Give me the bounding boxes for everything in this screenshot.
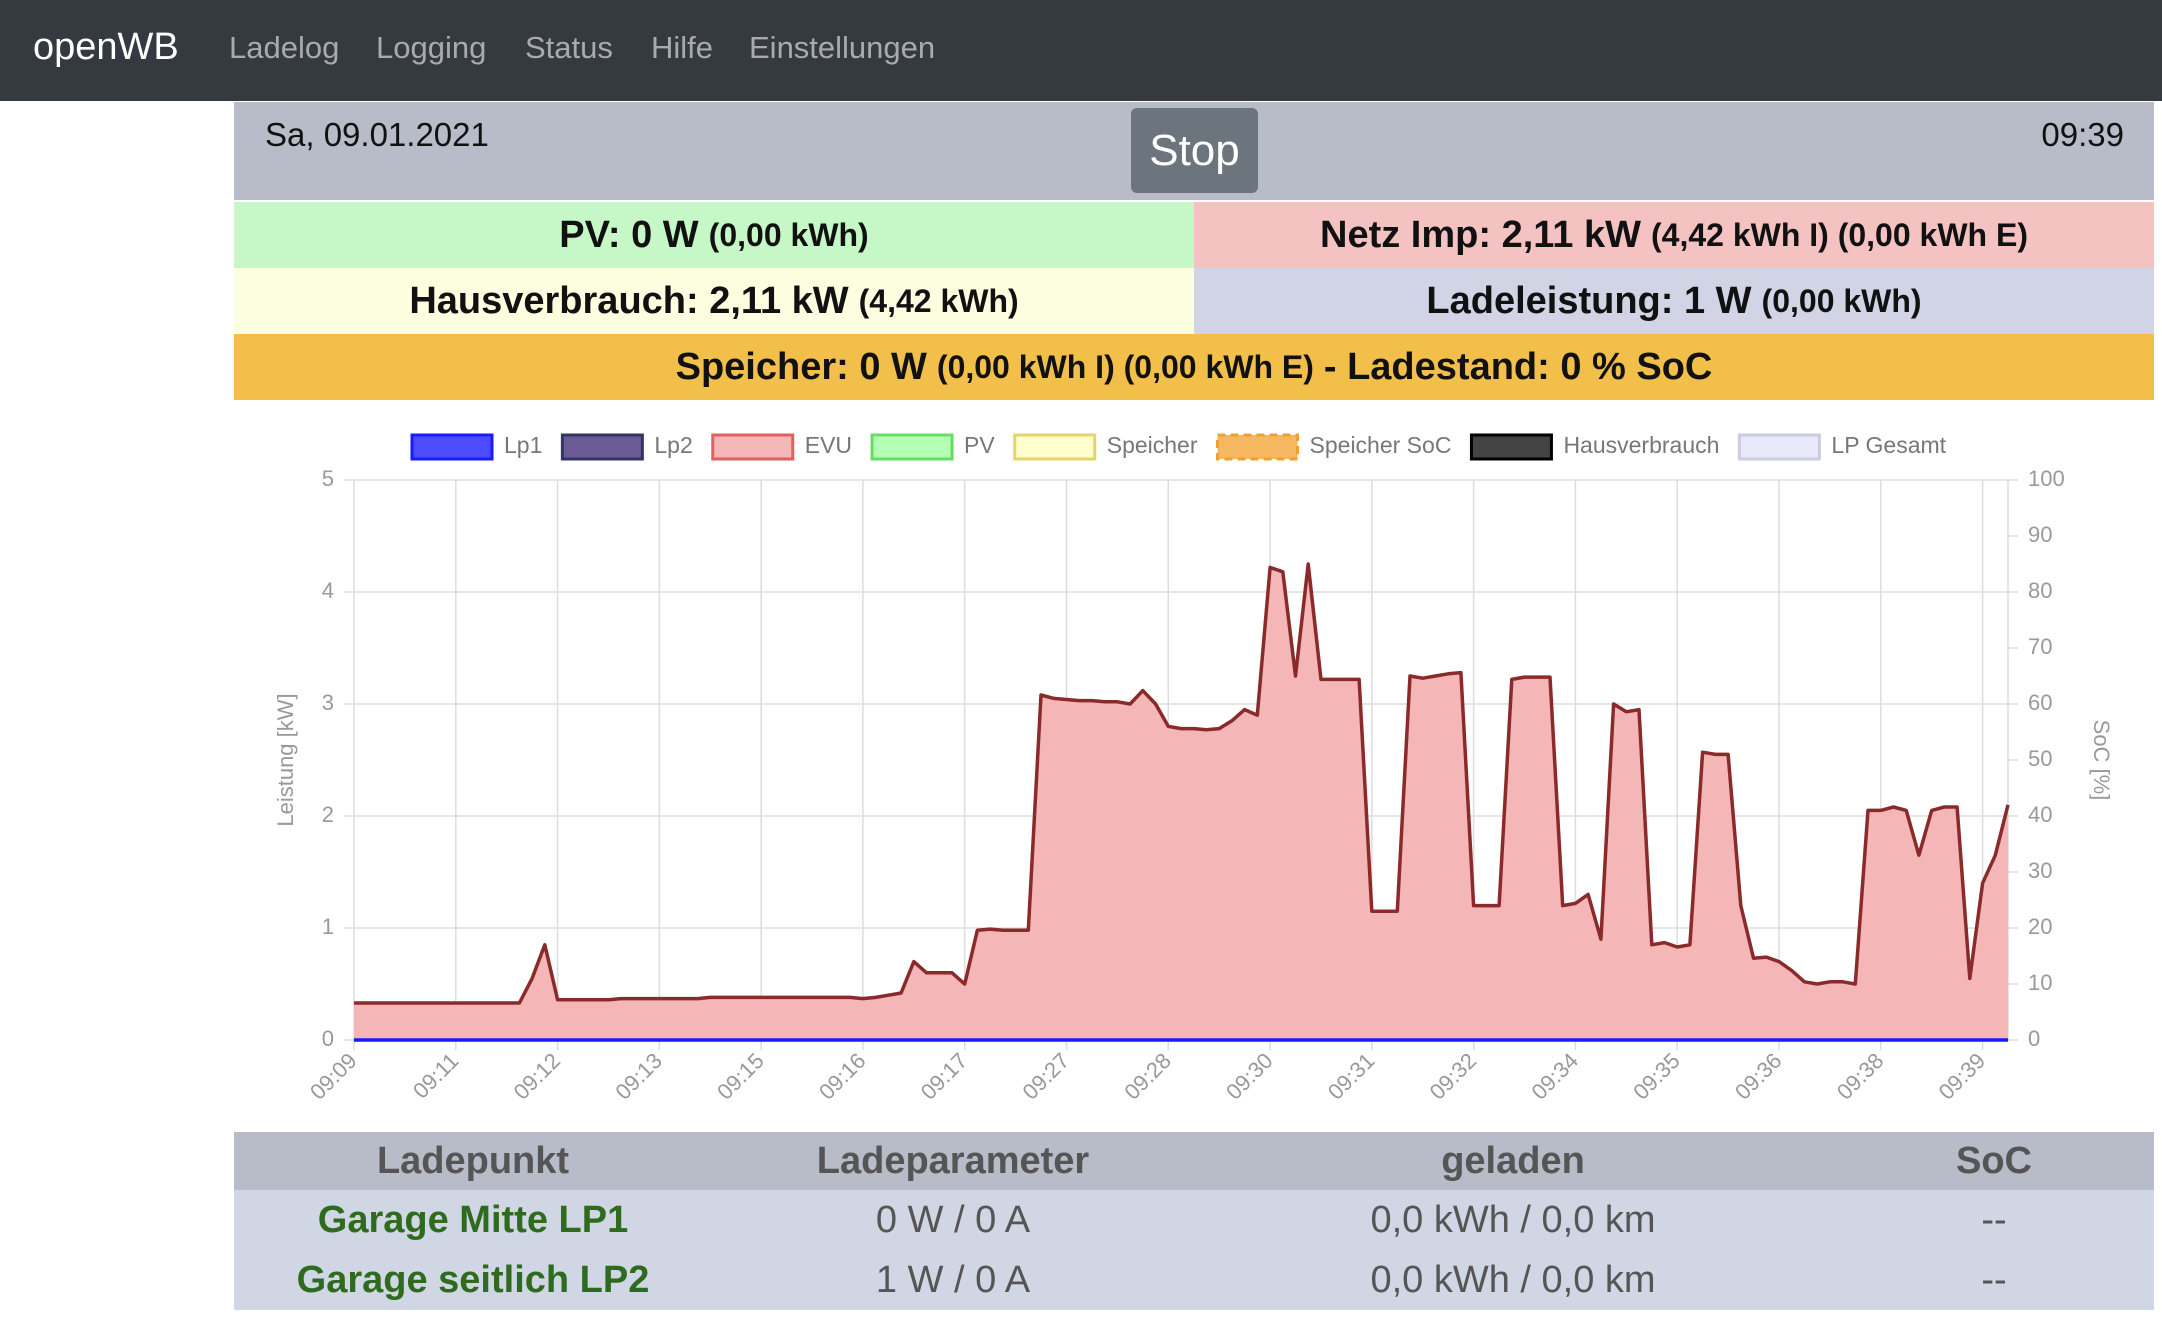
x-tick-label: 09:34 xyxy=(1526,1048,1583,1105)
detail: (0,00 kWh) xyxy=(708,216,869,253)
y-tick-label: 3 xyxy=(322,690,334,715)
x-tick-label: 09:39 xyxy=(1934,1048,1991,1105)
y2-axis-title: SoC [%] xyxy=(2089,720,2114,801)
x-tick-label: 09:09 xyxy=(305,1048,362,1105)
legend-label: PV xyxy=(964,432,995,458)
soc: - Ladestand: 0 % SoC xyxy=(1323,345,1713,388)
pv-cell: PV: 0 W (0,00 kWh) xyxy=(234,202,1194,268)
x-tick-label: 09:17 xyxy=(916,1048,973,1105)
legend-swatch xyxy=(1013,433,1097,461)
th: Ladepunkt xyxy=(376,1139,570,1182)
x-tick-label: 09:13 xyxy=(610,1048,667,1105)
area xyxy=(354,564,2008,1040)
y-tick-label: 1 xyxy=(322,914,334,939)
table-row: Garage seitlich LP2 1 W / 0 A 0,0 kWh / … xyxy=(234,1250,2154,1310)
label: Speicher: 0 W xyxy=(675,345,927,388)
nav-link[interactable]: Logging xyxy=(376,30,487,65)
date: Sa, 09.01.2021 xyxy=(265,116,489,153)
label: Ladeleistung: 1 W xyxy=(1426,279,1752,322)
time: 09:39 xyxy=(2041,116,2124,153)
stop-button[interactable]: Stop xyxy=(1131,108,1258,193)
td: 0,0 kWh / 0,0 km xyxy=(1370,1198,1656,1241)
legend-swatch xyxy=(1469,433,1553,461)
td: 0 W / 0 A xyxy=(875,1198,1031,1241)
header-bar: Sa, 09.01.2021 Stop 09:39 xyxy=(234,102,2154,200)
y2-tick-label: 0 xyxy=(2028,1026,2040,1051)
legend-label: Speicher xyxy=(1107,432,1198,458)
x-tick-label: 09:16 xyxy=(814,1048,871,1105)
td: 1 W / 0 A xyxy=(875,1258,1031,1301)
x-tick-label: 09:11 xyxy=(408,1048,463,1103)
nav-link[interactable]: Ladelog xyxy=(229,30,340,65)
y2-tick-label: 60 xyxy=(2028,690,2052,715)
line xyxy=(354,562,2010,1005)
x-tick-label: 09:27 xyxy=(1018,1048,1075,1105)
y2-tick-label: 20 xyxy=(2028,914,2052,939)
legend-swatch xyxy=(560,433,644,461)
nav-link[interactable]: Status xyxy=(525,30,613,65)
y2-tick-label: 50 xyxy=(2028,746,2052,771)
legend-swatch xyxy=(1216,433,1300,461)
table-row: Garage Mitte LP1 0 W / 0 A 0,0 kWh / 0,0… xyxy=(234,1190,2154,1250)
navbar: openWB Ladelog Logging Status Hilfe Eins… xyxy=(0,0,2162,101)
y-tick-label: 4 xyxy=(322,578,334,603)
legend-label: Lp2 xyxy=(654,432,692,458)
nav-link[interactable]: Einstellungen xyxy=(749,30,936,65)
td: Garage Mitte LP1 xyxy=(317,1198,629,1241)
x-tick-label: 09:35 xyxy=(1628,1048,1685,1105)
detail: (4,42 kWh I) (0,00 kWh E) xyxy=(1651,216,2028,253)
legend-label: Hausverbrauch xyxy=(1563,432,1719,458)
table-header: Ladepunkt Ladeparameter geladen SoC xyxy=(234,1132,2154,1190)
legend-label: Lp1 xyxy=(504,432,542,458)
td: Garage seitlich LP2 xyxy=(296,1258,650,1301)
y2-tick-label: 100 xyxy=(2028,466,2065,491)
x-tick-label: 09:38 xyxy=(1832,1048,1889,1105)
td: -- xyxy=(1981,1258,2007,1301)
speicher-cell: Speicher: 0 W (0,00 kWh I) (0,00 kWh E) - … xyxy=(234,334,2154,400)
haus-cell: Hausverbrauch: 2,11 kW (4,42 kWh) xyxy=(234,268,1194,334)
y2-tick-label: 40 xyxy=(2028,802,2052,827)
x-tick-label: 09:31 xyxy=(1323,1048,1380,1105)
td: -- xyxy=(1981,1198,2007,1241)
legend-label: LP Gesamt xyxy=(1831,432,1946,458)
label: Hausverbrauch: 2,11 kW xyxy=(409,279,849,322)
legend-label: Speicher SoC xyxy=(1310,432,1452,458)
nav-link[interactable]: Hilfe xyxy=(651,30,714,65)
detail: (4,42 kWh) xyxy=(858,282,1019,319)
x-tick-label: 09:36 xyxy=(1730,1048,1787,1105)
th: Ladeparameter xyxy=(816,1139,1090,1182)
label: Netz Imp: 2,11 kW xyxy=(1320,213,1641,256)
netz-cell: Netz Imp: 2,11 kW (4,42 kWh I) (0,00 kWh … xyxy=(1194,202,2154,268)
y-tick-label: 0 xyxy=(322,1026,334,1051)
y-tick-label: 5 xyxy=(322,466,334,491)
td: 0,0 kWh / 0,0 km xyxy=(1370,1258,1656,1301)
x-tick-label: 09:32 xyxy=(1425,1048,1482,1105)
x-tick-label: 09:12 xyxy=(509,1048,566,1105)
y2-tick-label: 70 xyxy=(2028,634,2052,659)
detail: (0,00 kWh I) (0,00 kWh E) xyxy=(936,348,1314,385)
legend-swatch xyxy=(1737,433,1821,461)
legend-swatch xyxy=(870,433,954,461)
legend-swatch xyxy=(711,433,795,461)
y2-tick-label: 80 xyxy=(2028,578,2052,603)
lade-cell: Ladeleistung: 1 W (0,00 kWh) xyxy=(1194,268,2154,334)
x-tick-label: 09:28 xyxy=(1119,1048,1176,1105)
label: PV: 0 W xyxy=(559,213,699,256)
y-axis-title: Leistung [kW] xyxy=(273,693,298,826)
y-tick-label: 2 xyxy=(322,802,334,827)
x-tick-label: 09:15 xyxy=(712,1048,769,1105)
x-tick-label: 09:30 xyxy=(1221,1048,1278,1105)
legend-label: EVU xyxy=(805,432,852,458)
th: geladen xyxy=(1441,1139,1585,1182)
y2-tick-label: 10 xyxy=(2028,970,2052,995)
th: SoC xyxy=(1956,1139,2032,1182)
detail: (0,00 kWh) xyxy=(1761,282,1922,319)
y2-tick-label: 30 xyxy=(2028,858,2052,883)
y2-tick-label: 90 xyxy=(2028,522,2052,547)
legend-swatch xyxy=(410,433,494,461)
brand[interactable]: openWB xyxy=(33,26,179,68)
